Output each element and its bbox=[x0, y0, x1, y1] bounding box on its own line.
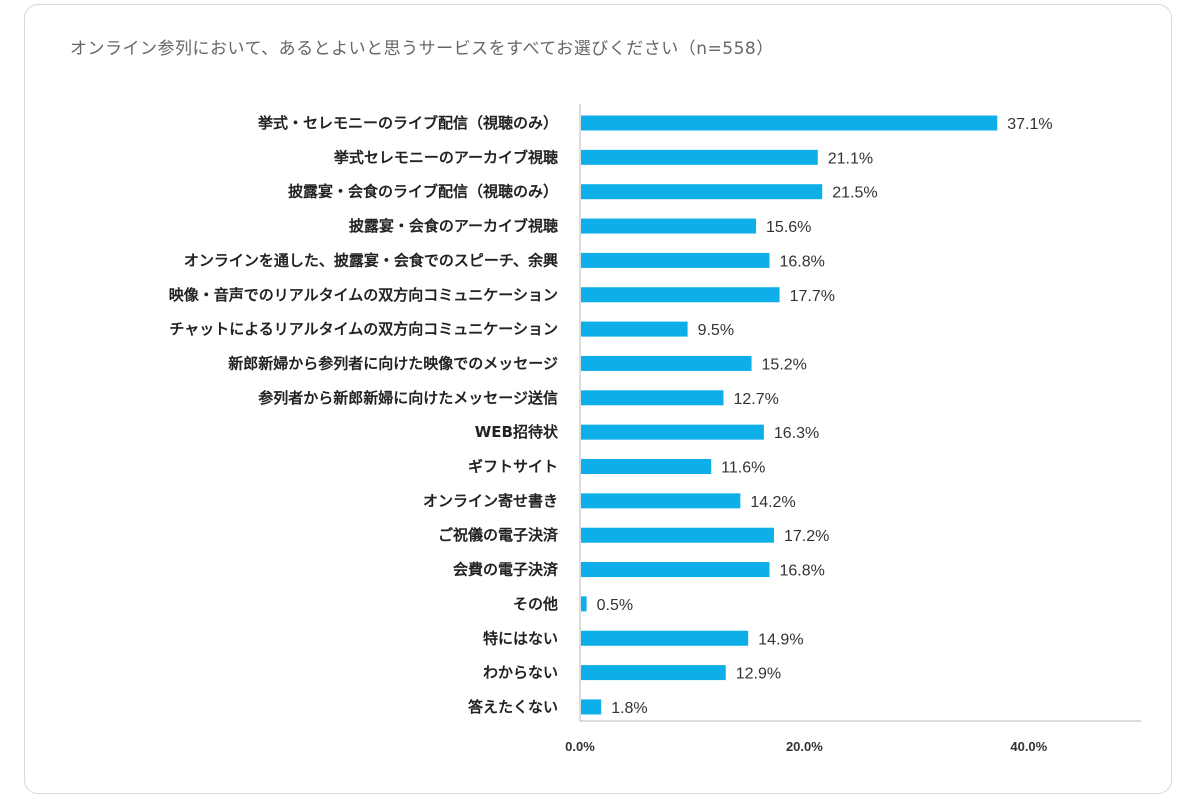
value-label: 11.6% bbox=[721, 460, 765, 477]
value-label: 1.8% bbox=[611, 700, 647, 717]
value-label: 14.2% bbox=[750, 494, 795, 511]
bar bbox=[581, 390, 724, 406]
category-label: 答えたくない bbox=[468, 698, 558, 716]
value-label: 21.5% bbox=[832, 185, 877, 202]
bar bbox=[581, 493, 741, 509]
category-label: 新郎新婦から参列者に向けた映像でのメッセージ bbox=[228, 354, 558, 372]
value-label: 16.3% bbox=[774, 425, 819, 442]
value-label: 16.8% bbox=[779, 253, 824, 270]
value-label: 15.6% bbox=[766, 219, 811, 236]
value-label: 14.9% bbox=[758, 631, 803, 648]
bar bbox=[581, 596, 587, 612]
category-label: 参列者から新郎新婦に向けたメッセージ送信 bbox=[258, 389, 558, 407]
value-label: 37.1% bbox=[1007, 116, 1052, 133]
bar bbox=[581, 321, 688, 337]
category-label: オンライン寄せ書き bbox=[423, 492, 558, 510]
category-label: 特にはない bbox=[483, 629, 558, 647]
bar bbox=[581, 115, 998, 131]
category-label: 会費の電子決済 bbox=[453, 561, 559, 579]
value-label: 12.7% bbox=[733, 391, 778, 408]
category-label: チャットによるリアルタイムの双方向コミュニケーション bbox=[169, 320, 558, 338]
category-label: WEB招待状 bbox=[475, 423, 559, 441]
bar bbox=[581, 355, 752, 371]
value-label: 0.5% bbox=[597, 597, 633, 614]
x-tick-label: 20.0% bbox=[786, 739, 823, 754]
value-label: 17.7% bbox=[790, 288, 835, 305]
category-label: 挙式セレモニーのアーカイブ視聴 bbox=[333, 148, 558, 166]
bar bbox=[581, 527, 774, 543]
x-tick-label: 40.0% bbox=[1010, 739, 1047, 754]
category-label: その他 bbox=[513, 595, 558, 613]
chart-title: オンライン参列において、あるとよいと思うサービスをすべてお選びください（n=55… bbox=[70, 39, 774, 59]
bar bbox=[581, 459, 712, 474]
category-label: わからない bbox=[483, 664, 558, 682]
value-label: 21.1% bbox=[828, 150, 873, 167]
category-label: ギフトサイト bbox=[468, 458, 558, 476]
category-label: 披露宴・会食のライブ配信（視聴のみ） bbox=[288, 183, 558, 201]
value-label: 9.5% bbox=[698, 322, 734, 339]
bar bbox=[581, 252, 770, 268]
category-label: 披露宴・会食のアーカイブ視聴 bbox=[349, 217, 558, 235]
bar bbox=[581, 630, 749, 646]
bar bbox=[581, 424, 764, 440]
bar bbox=[581, 562, 770, 578]
category-label: オンラインを通した、披露宴・会食でのスピーチ、余興 bbox=[184, 251, 558, 269]
value-label: 12.9% bbox=[736, 666, 781, 683]
category-label: ご祝儀の電子決済 bbox=[438, 526, 559, 544]
bar bbox=[581, 149, 818, 165]
value-label: 16.8% bbox=[779, 563, 824, 580]
bar bbox=[581, 699, 602, 715]
value-label: 17.2% bbox=[784, 528, 829, 545]
bar bbox=[581, 218, 757, 234]
category-label: 挙式・セレモニーのライブ配信（視聴のみ） bbox=[257, 114, 558, 132]
bar bbox=[581, 287, 780, 303]
category-label: 映像・音声でのリアルタイムの双方向コミュニケーション bbox=[169, 286, 558, 304]
value-label: 15.2% bbox=[762, 356, 807, 373]
bar bbox=[581, 665, 726, 681]
x-tick-label: 0.0% bbox=[565, 739, 595, 754]
bar bbox=[581, 184, 823, 200]
